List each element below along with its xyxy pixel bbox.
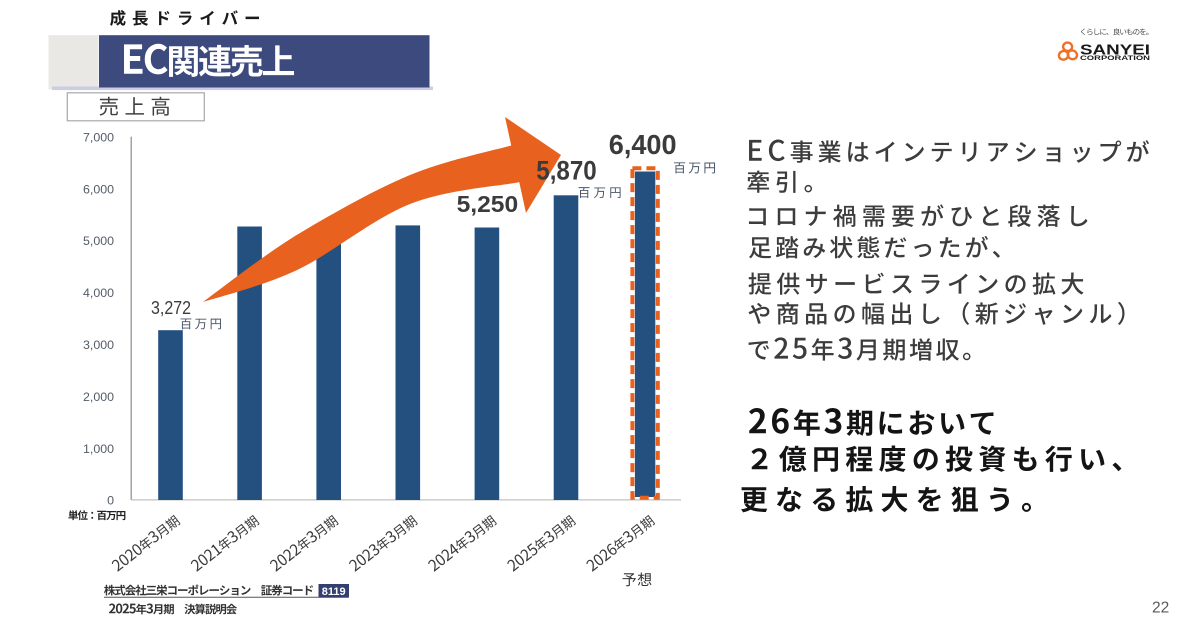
- svg-text:3,272: 3,272: [151, 298, 191, 318]
- svg-text:4,000: 4,000: [83, 286, 114, 300]
- svg-text:8119: 8119: [322, 586, 346, 598]
- svg-text:1,000: 1,000: [83, 442, 114, 456]
- svg-text:6,400: 6,400: [609, 129, 677, 160]
- svg-text:3,000: 3,000: [83, 338, 114, 352]
- svg-text:22: 22: [1152, 600, 1169, 617]
- svg-text:5,000: 5,000: [83, 234, 114, 248]
- svg-text:7,000: 7,000: [83, 130, 114, 144]
- svg-text:SANYEI: SANYEI: [1080, 42, 1150, 58]
- svg-text:5,250: 5,250: [457, 191, 519, 217]
- svg-text:CORPORATION: CORPORATION: [1080, 55, 1150, 62]
- svg-text:6,000: 6,000: [83, 182, 114, 196]
- svg-text:5,870: 5,870: [536, 155, 596, 185]
- svg-text:0: 0: [107, 494, 114, 508]
- svg-text:2,000: 2,000: [83, 390, 114, 404]
